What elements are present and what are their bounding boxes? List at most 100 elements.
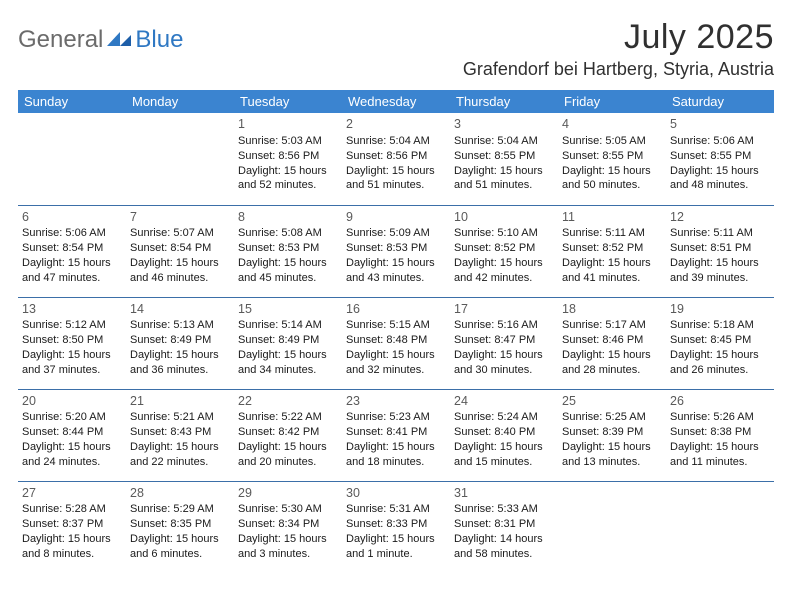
sunrise-line: Sunrise: 5:16 AM xyxy=(454,318,554,333)
daylight-line: Daylight: 15 hours and 28 minutes. xyxy=(562,348,662,378)
daylight-line: Daylight: 15 hours and 1 minute. xyxy=(346,532,446,562)
sunrise-line: Sunrise: 5:18 AM xyxy=(670,318,770,333)
sunset-line: Sunset: 8:33 PM xyxy=(346,517,446,532)
calendar-week-row: 13Sunrise: 5:12 AMSunset: 8:50 PMDayligh… xyxy=(18,297,774,389)
sunrise-line: Sunrise: 5:12 AM xyxy=(22,318,122,333)
calendar-day-cell: 20Sunrise: 5:20 AMSunset: 8:44 PMDayligh… xyxy=(18,389,126,481)
day-number: 19 xyxy=(670,301,770,318)
daylight-line: Daylight: 14 hours and 58 minutes. xyxy=(454,532,554,562)
calendar-day-cell: 21Sunrise: 5:21 AMSunset: 8:43 PMDayligh… xyxy=(126,389,234,481)
calendar-day-header: Friday xyxy=(558,90,666,113)
day-number: 3 xyxy=(454,116,554,133)
calendar-day-header: Thursday xyxy=(450,90,558,113)
sunrise-line: Sunrise: 5:08 AM xyxy=(238,226,338,241)
sunset-line: Sunset: 8:55 PM xyxy=(562,149,662,164)
sunrise-calendar: SundayMondayTuesdayWednesdayThursdayFrid… xyxy=(18,90,774,573)
sunrise-line: Sunrise: 5:23 AM xyxy=(346,410,446,425)
daylight-line: Daylight: 15 hours and 32 minutes. xyxy=(346,348,446,378)
sunset-line: Sunset: 8:34 PM xyxy=(238,517,338,532)
calendar-day-cell: 9Sunrise: 5:09 AMSunset: 8:53 PMDaylight… xyxy=(342,205,450,297)
sunrise-line: Sunrise: 5:21 AM xyxy=(130,410,230,425)
calendar-day-cell: 7Sunrise: 5:07 AMSunset: 8:54 PMDaylight… xyxy=(126,205,234,297)
day-number: 6 xyxy=(22,209,122,226)
sunrise-line: Sunrise: 5:33 AM xyxy=(454,502,554,517)
calendar-day-cell: 25Sunrise: 5:25 AMSunset: 8:39 PMDayligh… xyxy=(558,389,666,481)
calendar-week-row: 6Sunrise: 5:06 AMSunset: 8:54 PMDaylight… xyxy=(18,205,774,297)
sunset-line: Sunset: 8:50 PM xyxy=(22,333,122,348)
sunrise-line: Sunrise: 5:29 AM xyxy=(130,502,230,517)
calendar-day-cell xyxy=(666,481,774,573)
calendar-day-cell: 10Sunrise: 5:10 AMSunset: 8:52 PMDayligh… xyxy=(450,205,558,297)
sunrise-line: Sunrise: 5:04 AM xyxy=(454,134,554,149)
day-number: 31 xyxy=(454,485,554,502)
calendar-day-header: Wednesday xyxy=(342,90,450,113)
sunset-line: Sunset: 8:39 PM xyxy=(562,425,662,440)
calendar-day-cell: 8Sunrise: 5:08 AMSunset: 8:53 PMDaylight… xyxy=(234,205,342,297)
day-number: 11 xyxy=(562,209,662,226)
sunset-line: Sunset: 8:47 PM xyxy=(454,333,554,348)
sunrise-line: Sunrise: 5:20 AM xyxy=(22,410,122,425)
sunrise-line: Sunrise: 5:06 AM xyxy=(670,134,770,149)
brand-logo: General Blue xyxy=(18,26,183,54)
calendar-day-cell: 19Sunrise: 5:18 AMSunset: 8:45 PMDayligh… xyxy=(666,297,774,389)
sunset-line: Sunset: 8:44 PM xyxy=(22,425,122,440)
sunrise-line: Sunrise: 5:28 AM xyxy=(22,502,122,517)
sunset-line: Sunset: 8:53 PM xyxy=(238,241,338,256)
brand-mark-icon xyxy=(107,29,133,52)
sunrise-line: Sunrise: 5:07 AM xyxy=(130,226,230,241)
calendar-body: 1Sunrise: 5:03 AMSunset: 8:56 PMDaylight… xyxy=(18,113,774,573)
daylight-line: Daylight: 15 hours and 24 minutes. xyxy=(22,440,122,470)
calendar-week-row: 1Sunrise: 5:03 AMSunset: 8:56 PMDaylight… xyxy=(18,113,774,205)
daylight-line: Daylight: 15 hours and 30 minutes. xyxy=(454,348,554,378)
sunrise-line: Sunrise: 5:26 AM xyxy=(670,410,770,425)
sunrise-line: Sunrise: 5:05 AM xyxy=(562,134,662,149)
day-number: 2 xyxy=(346,116,446,133)
sunset-line: Sunset: 8:46 PM xyxy=(562,333,662,348)
sunset-line: Sunset: 8:37 PM xyxy=(22,517,122,532)
sunrise-line: Sunrise: 5:31 AM xyxy=(346,502,446,517)
daylight-line: Daylight: 15 hours and 50 minutes. xyxy=(562,164,662,194)
calendar-day-cell: 31Sunrise: 5:33 AMSunset: 8:31 PMDayligh… xyxy=(450,481,558,573)
calendar-day-header: Tuesday xyxy=(234,90,342,113)
day-number: 28 xyxy=(130,485,230,502)
brand-text-blue: Blue xyxy=(135,26,183,54)
day-number: 26 xyxy=(670,393,770,410)
calendar-day-cell: 17Sunrise: 5:16 AMSunset: 8:47 PMDayligh… xyxy=(450,297,558,389)
daylight-line: Daylight: 15 hours and 3 minutes. xyxy=(238,532,338,562)
sunrise-line: Sunrise: 5:24 AM xyxy=(454,410,554,425)
day-number: 23 xyxy=(346,393,446,410)
daylight-line: Daylight: 15 hours and 42 minutes. xyxy=(454,256,554,286)
calendar-week-row: 20Sunrise: 5:20 AMSunset: 8:44 PMDayligh… xyxy=(18,389,774,481)
day-number: 8 xyxy=(238,209,338,226)
calendar-day-cell: 13Sunrise: 5:12 AMSunset: 8:50 PMDayligh… xyxy=(18,297,126,389)
day-number: 5 xyxy=(670,116,770,133)
sunset-line: Sunset: 8:43 PM xyxy=(130,425,230,440)
month-title: July 2025 xyxy=(463,18,774,57)
calendar-day-cell: 22Sunrise: 5:22 AMSunset: 8:42 PMDayligh… xyxy=(234,389,342,481)
calendar-day-cell: 6Sunrise: 5:06 AMSunset: 8:54 PMDaylight… xyxy=(18,205,126,297)
sunset-line: Sunset: 8:52 PM xyxy=(562,241,662,256)
sunset-line: Sunset: 8:42 PM xyxy=(238,425,338,440)
day-number: 17 xyxy=(454,301,554,318)
sunrise-line: Sunrise: 5:06 AM xyxy=(22,226,122,241)
day-number: 30 xyxy=(346,485,446,502)
daylight-line: Daylight: 15 hours and 48 minutes. xyxy=(670,164,770,194)
daylight-line: Daylight: 15 hours and 6 minutes. xyxy=(130,532,230,562)
sunset-line: Sunset: 8:35 PM xyxy=(130,517,230,532)
daylight-line: Daylight: 15 hours and 13 minutes. xyxy=(562,440,662,470)
calendar-day-cell: 23Sunrise: 5:23 AMSunset: 8:41 PMDayligh… xyxy=(342,389,450,481)
day-number: 22 xyxy=(238,393,338,410)
daylight-line: Daylight: 15 hours and 51 minutes. xyxy=(454,164,554,194)
day-number: 10 xyxy=(454,209,554,226)
daylight-line: Daylight: 15 hours and 52 minutes. xyxy=(238,164,338,194)
location-subtitle: Grafendorf bei Hartberg, Styria, Austria xyxy=(463,59,774,80)
calendar-day-cell: 15Sunrise: 5:14 AMSunset: 8:49 PMDayligh… xyxy=(234,297,342,389)
sunset-line: Sunset: 8:49 PM xyxy=(130,333,230,348)
daylight-line: Daylight: 15 hours and 22 minutes. xyxy=(130,440,230,470)
calendar-day-header: Saturday xyxy=(666,90,774,113)
sunset-line: Sunset: 8:56 PM xyxy=(238,149,338,164)
day-number: 1 xyxy=(238,116,338,133)
sunrise-line: Sunrise: 5:30 AM xyxy=(238,502,338,517)
calendar-day-cell: 2Sunrise: 5:04 AMSunset: 8:56 PMDaylight… xyxy=(342,113,450,205)
calendar-day-cell: 1Sunrise: 5:03 AMSunset: 8:56 PMDaylight… xyxy=(234,113,342,205)
